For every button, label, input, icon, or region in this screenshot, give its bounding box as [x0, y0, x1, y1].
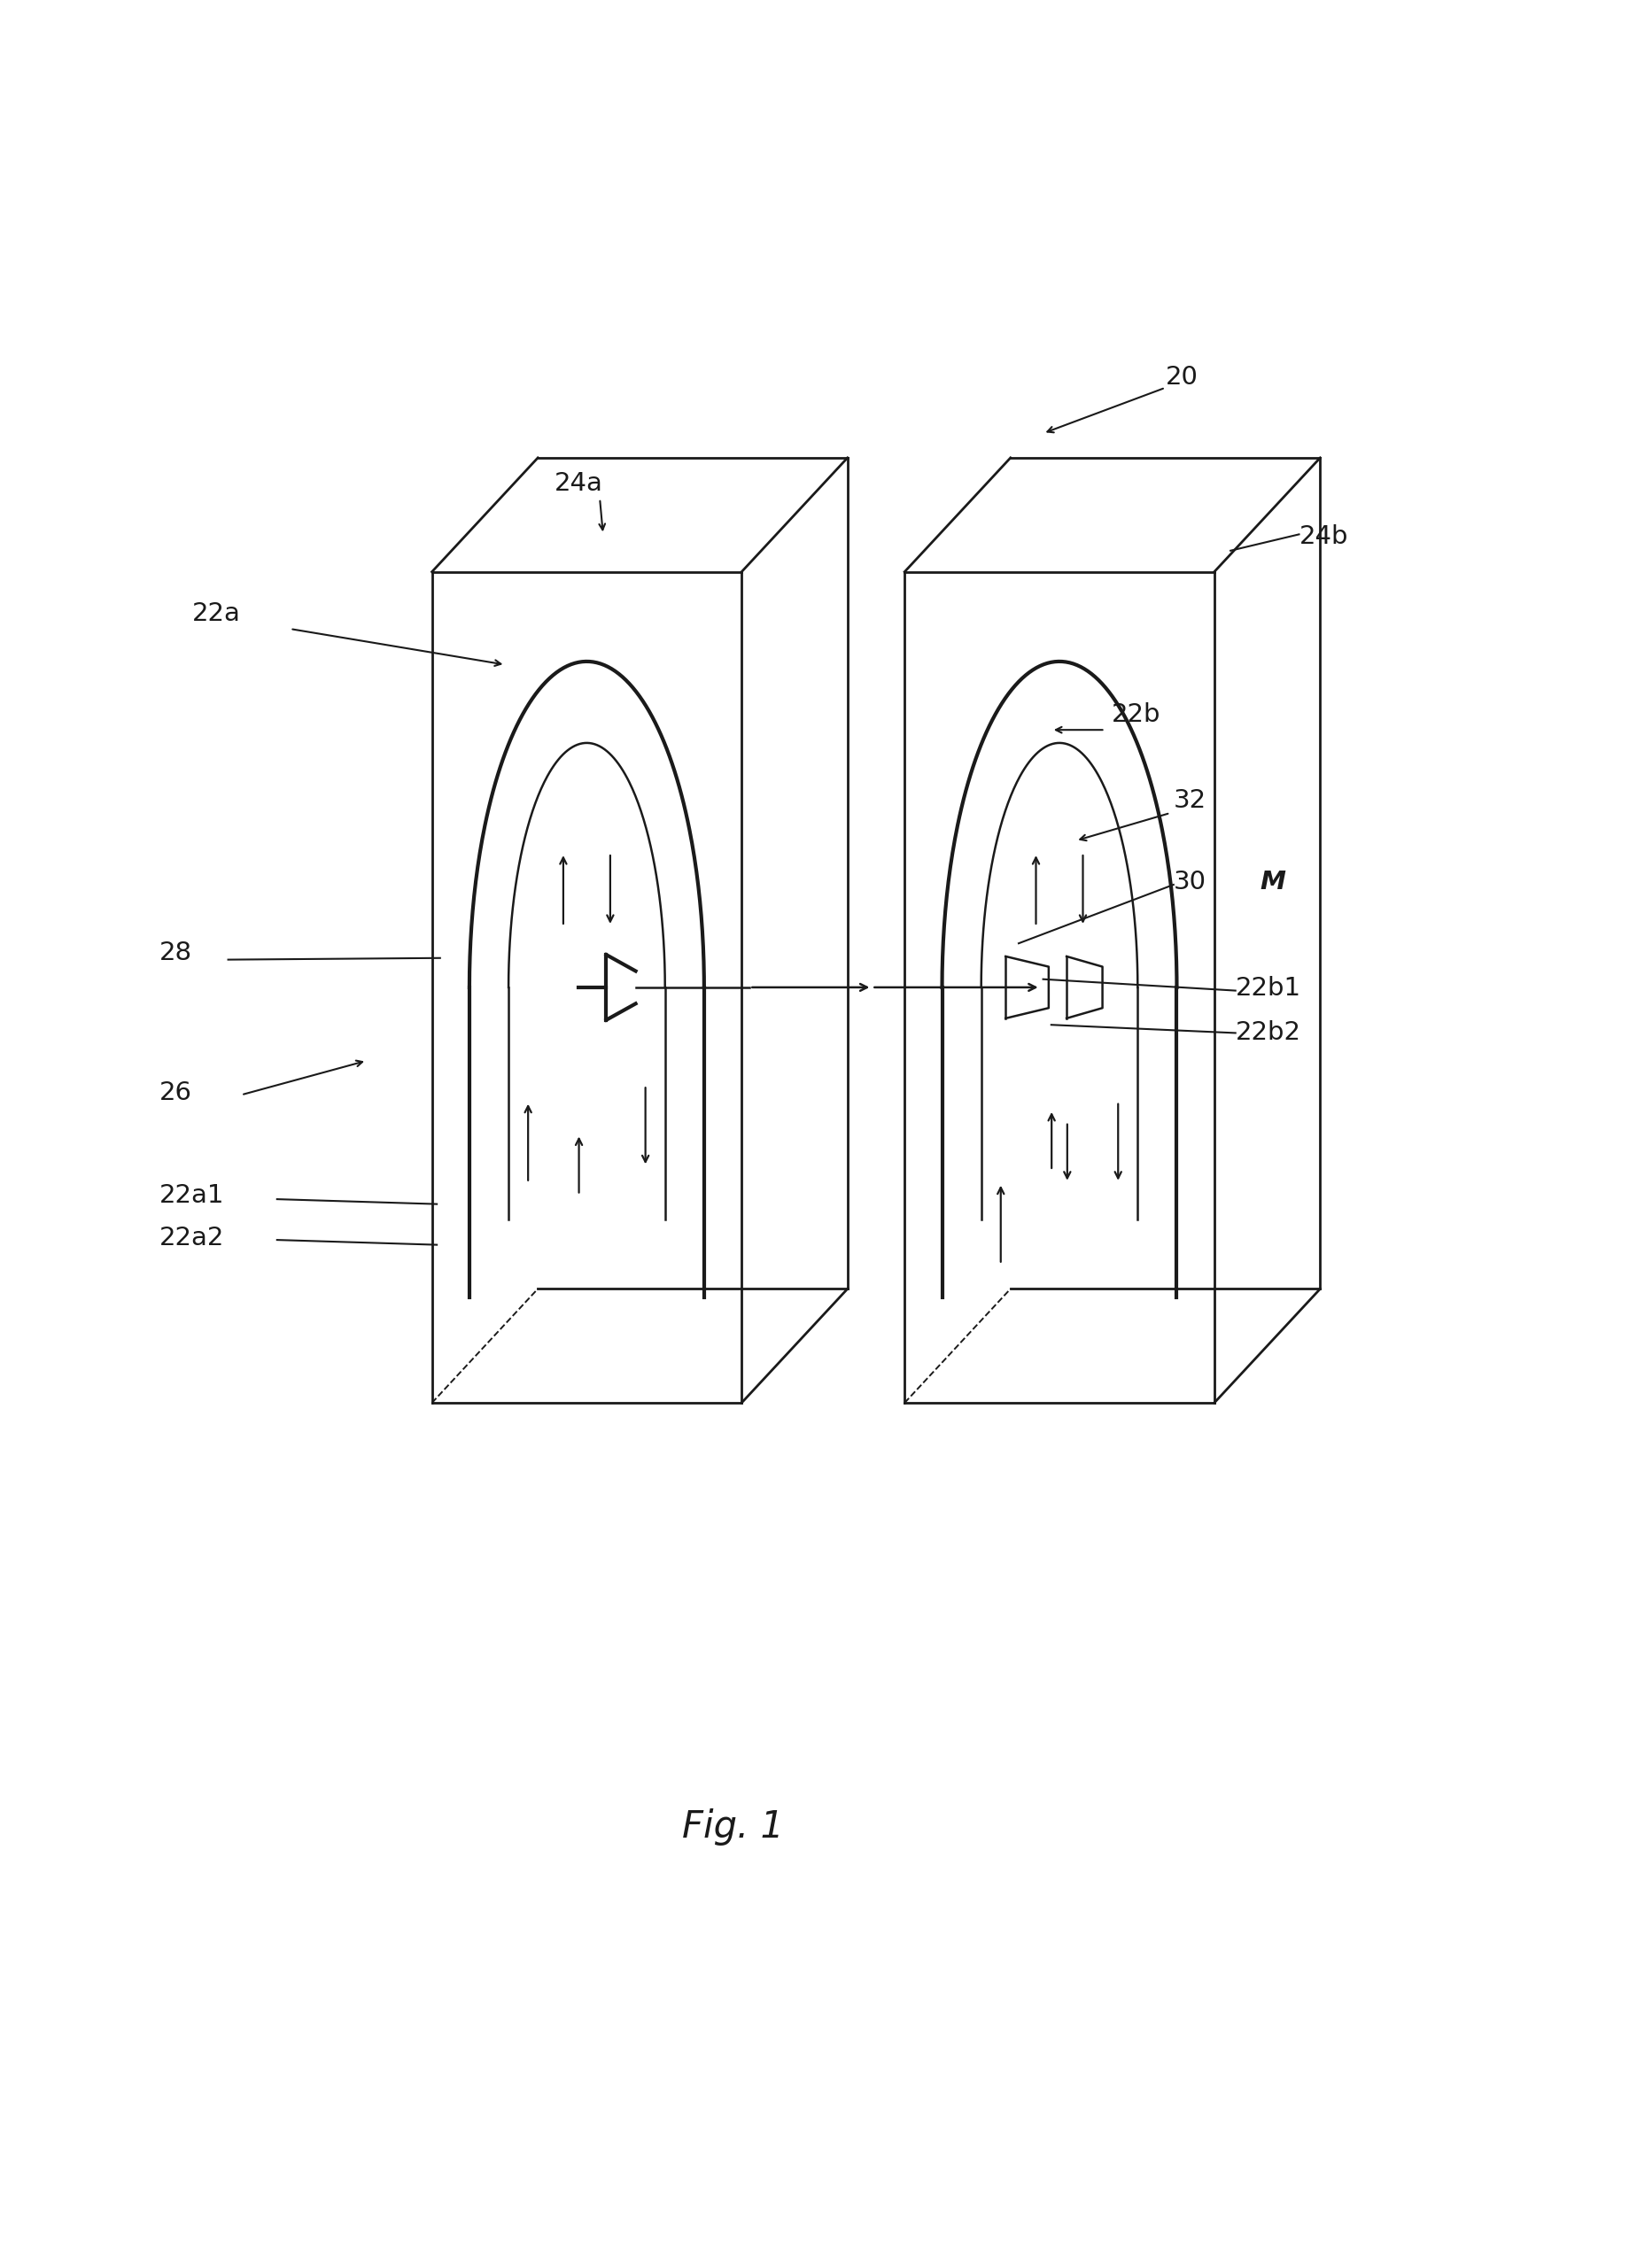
- Text: 30: 30: [1173, 871, 1205, 896]
- Text: 24b: 24b: [1298, 524, 1347, 549]
- Text: M: M: [1259, 871, 1285, 896]
- Text: 26: 26: [160, 1080, 192, 1105]
- Text: 22b2: 22b2: [1235, 1021, 1300, 1046]
- Text: 22a: 22a: [192, 601, 241, 626]
- Text: 28: 28: [160, 941, 192, 964]
- Text: 32: 32: [1173, 789, 1205, 814]
- Text: Fig. 1: Fig. 1: [683, 1808, 784, 1846]
- Text: 22b1: 22b1: [1235, 975, 1300, 1000]
- Text: 24a: 24a: [554, 472, 603, 497]
- Text: 22b: 22b: [1111, 703, 1160, 728]
- Text: 20: 20: [1165, 365, 1197, 390]
- Text: 22a2: 22a2: [160, 1225, 225, 1250]
- Text: 22a1: 22a1: [160, 1184, 225, 1209]
